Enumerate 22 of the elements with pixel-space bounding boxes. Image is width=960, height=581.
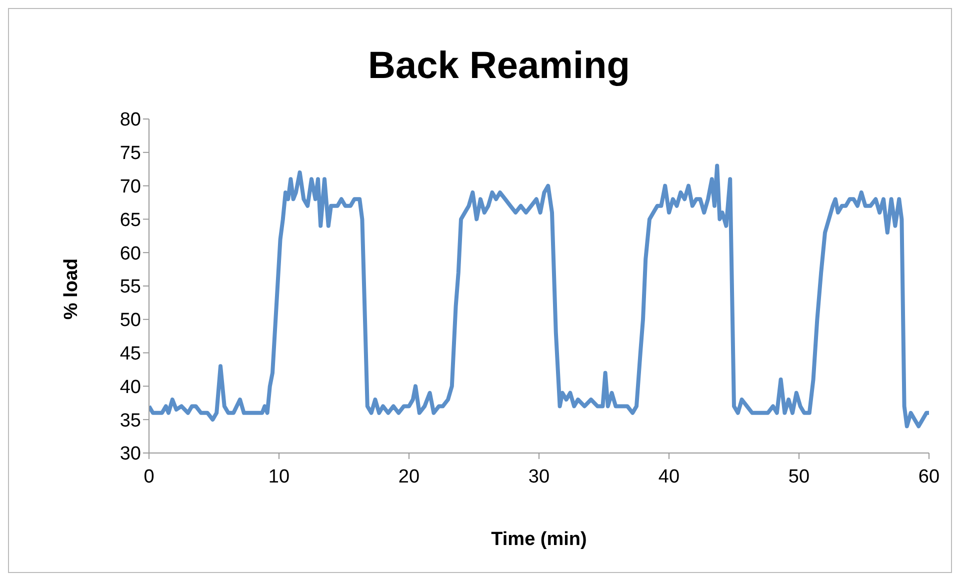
x-tick-label: 10 — [268, 466, 290, 488]
y-tick-label: 75 — [120, 143, 141, 164]
y-tick-label: 65 — [120, 210, 141, 231]
x-tick-label: 20 — [398, 466, 420, 488]
y-tick-label: 45 — [120, 344, 141, 365]
y-tick-label: 60 — [120, 243, 141, 264]
x-tick-label: 60 — [918, 466, 940, 488]
x-tick-label: 30 — [528, 466, 550, 488]
x-tick-label: 50 — [788, 466, 810, 488]
y-tick-label: 30 — [120, 444, 141, 465]
y-tick-label: 35 — [120, 410, 141, 432]
y-tick-label: 55 — [120, 276, 141, 298]
chart-title: Back Reaming — [367, 45, 631, 88]
x-axis-title: Time (min) — [490, 529, 588, 551]
y-axis-title: % load — [61, 258, 83, 320]
y-tick-label: 70 — [120, 176, 141, 198]
y-tick-label: 40 — [120, 376, 141, 398]
x-tick-label: 0 — [144, 466, 154, 488]
y-tick-label: 50 — [120, 310, 141, 332]
y-tick-label: 80 — [120, 110, 141, 131]
x-tick-label: 40 — [658, 466, 680, 488]
line-series — [149, 164, 929, 428]
